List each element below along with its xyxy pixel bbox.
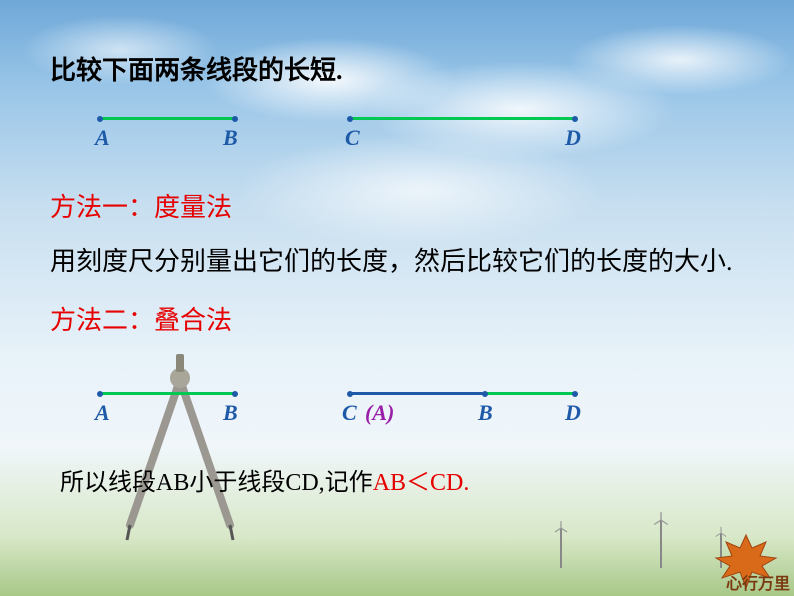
conclusion-prefix: 所以线段AB小于线段CD,记作 (60, 470, 373, 496)
endpoint-b-on-cd (482, 391, 488, 397)
label-d2: D (565, 400, 581, 426)
segment-ab (100, 117, 235, 120)
endpoint-d (572, 116, 578, 122)
method-1-title: 方法一：度量法 (50, 187, 754, 224)
label-a: A (95, 125, 110, 151)
conclusion: 所以线段AB小于线段CD,记作AB＜CD. (60, 462, 754, 497)
label-a-paren: (A) (365, 400, 394, 426)
segments-row-1: A B C D (100, 117, 754, 167)
label-b: B (223, 125, 238, 151)
endpoint-b2 (232, 391, 238, 397)
segment-ab-on-cd (350, 392, 485, 395)
wind-turbine (660, 520, 662, 568)
wind-turbine (560, 528, 562, 568)
label-b3: B (223, 400, 238, 426)
endpoint-a2 (97, 391, 103, 397)
corner-text: 心行万里 (726, 570, 790, 594)
label-d: D (565, 125, 581, 151)
conclusion-red: AB＜CD. (373, 470, 470, 496)
label-b-on-cd: B (478, 400, 493, 426)
slide-content: 比较下面两条线段的长短. A B C D 方法一：度量法 用刻度尺分别量出它们的… (0, 0, 794, 497)
method-2-title: 方法二：叠合法 (50, 300, 754, 337)
endpoint-c (347, 116, 353, 122)
segment-cd (350, 117, 575, 120)
label-c2: C (342, 400, 357, 426)
endpoint-b (232, 116, 238, 122)
method-1-desc: 用刻度尺分别量出它们的长度，然后比较它们的长度的大小. (50, 238, 754, 286)
segment-ab-2 (100, 392, 235, 395)
segments-row-2: A B C (A) B D (100, 392, 754, 442)
endpoint-d2 (572, 391, 578, 397)
slide-title: 比较下面两条线段的长短. (50, 50, 754, 87)
label-a2: A (95, 400, 110, 426)
label-c: C (345, 125, 360, 151)
endpoint-a (97, 116, 103, 122)
